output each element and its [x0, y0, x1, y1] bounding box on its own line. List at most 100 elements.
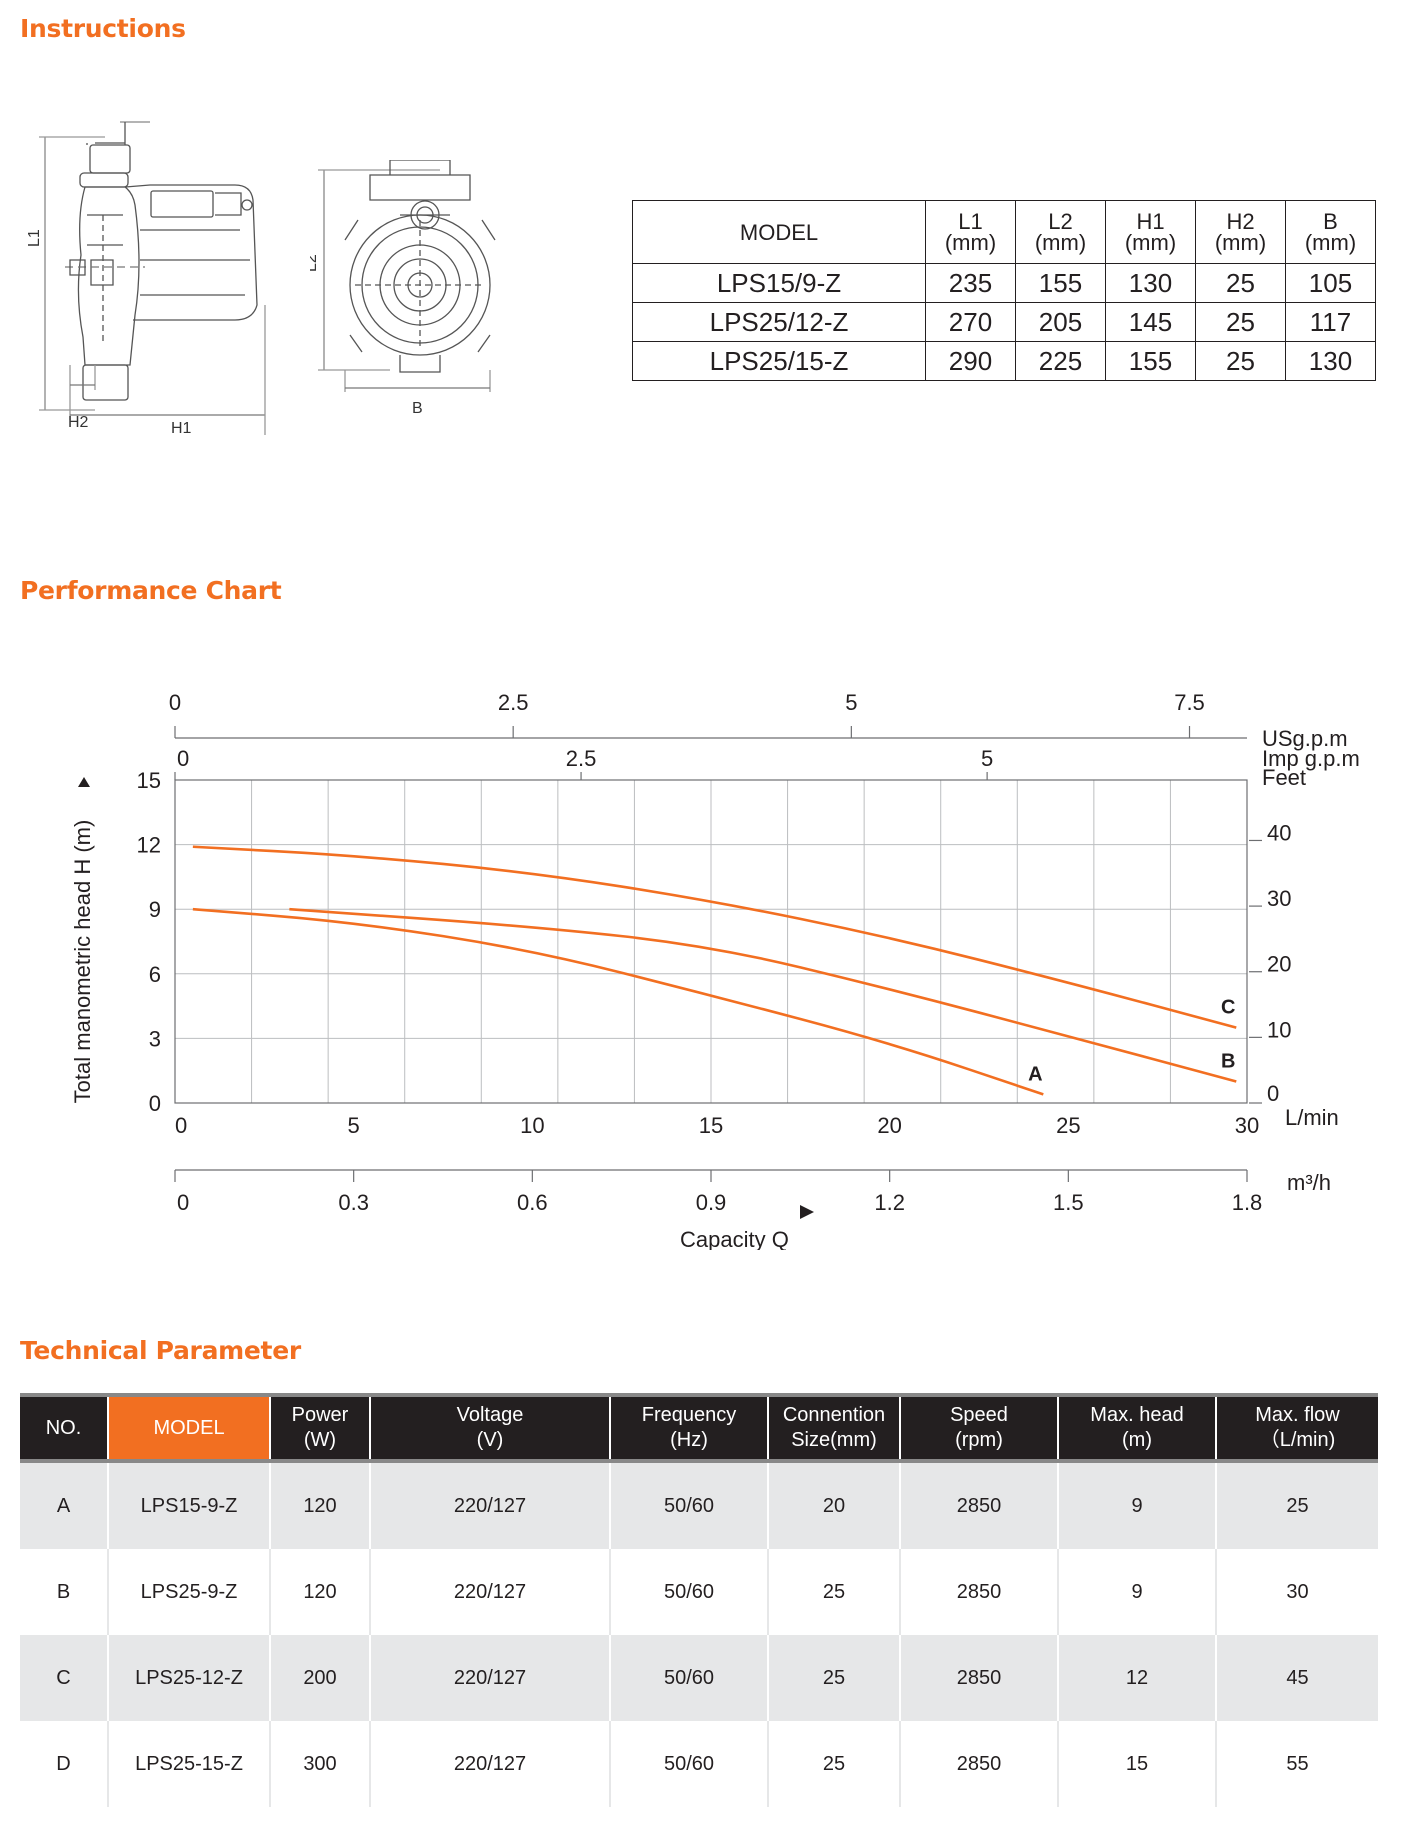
dim-h1: 155 [1105, 341, 1196, 381]
cell-voltage: 220/127 [369, 1549, 610, 1635]
cell-max-flow: 45 [1215, 1635, 1378, 1721]
usgpm-tick-label: 5 [845, 690, 857, 715]
dim-l2: 225 [1015, 341, 1106, 381]
cell-connection: 25 [767, 1549, 900, 1635]
m3h-unit-label: m³/h [1287, 1170, 1331, 1195]
dim-header-h1: H1 (mm) [1105, 200, 1196, 264]
technical-title: Technical Parameter [20, 1336, 301, 1365]
dim-header-l2: L2 (mm) [1015, 200, 1106, 264]
y-tick-label: 15 [137, 768, 161, 793]
cell-max-head: 9 [1057, 1461, 1216, 1549]
m3h-tick-label: 0.6 [517, 1190, 548, 1215]
dim-h1: 130 [1105, 263, 1196, 303]
dim-header-model: MODEL [632, 200, 926, 264]
dim-h1: 145 [1105, 302, 1196, 342]
table-row: A LPS15-9-Z 120 220/127 50/60 20 2850 9 … [20, 1461, 1378, 1549]
cell-frequency: 50/60 [609, 1635, 768, 1721]
impgpm-tick-label: 5 [981, 746, 993, 771]
tech-header-model: MODEL [107, 1395, 270, 1461]
feet-tick-label: 0 [1267, 1081, 1279, 1106]
cell-model: LPS25-9-Z [107, 1549, 270, 1635]
x-tick-label: 0 [175, 1113, 187, 1138]
curve-a [192, 907, 1044, 1096]
cell-max-head: 9 [1057, 1549, 1216, 1635]
dim-b: 105 [1285, 263, 1376, 303]
impgpm-tick-label: 2.5 [566, 746, 597, 771]
cell-voltage: 220/127 [369, 1461, 610, 1549]
x-tick-label: 20 [877, 1113, 901, 1138]
curve-b [289, 907, 1237, 1083]
feet-tick-label: 40 [1267, 820, 1291, 845]
instructions-title: Instructions [20, 14, 186, 43]
tech-header-voltage: Voltage (V) [369, 1395, 610, 1461]
y-tick-label: 9 [149, 897, 161, 922]
dimension-table-header: MODEL L1 (mm) L2 (mm) H1 (mm) H2 (mm) B (mm) [632, 200, 1376, 264]
cell-max-flow: 30 [1215, 1549, 1378, 1635]
cell-power: 120 [269, 1549, 370, 1635]
cell-max-flow: 25 [1215, 1461, 1378, 1549]
cell-connection: 25 [767, 1635, 900, 1721]
b-label: B [412, 400, 423, 417]
m3h-tick-label: 0 [177, 1190, 189, 1215]
m3h-tick-label: 0.3 [338, 1190, 369, 1215]
l2-label: L2 [310, 254, 320, 272]
dim-header-b: B (mm) [1285, 200, 1376, 264]
dim-table-row: LPS25/12-Z 270 205 145 25 117 [632, 302, 1376, 342]
dim-header-l1: L1 (mm) [925, 200, 1016, 264]
pump-front-drawing: L2 B [310, 160, 496, 417]
dim-header-h2: H2 (mm) [1195, 200, 1286, 264]
cell-speed: 2850 [899, 1721, 1058, 1807]
x-tick-label: 25 [1056, 1113, 1080, 1138]
tech-table-header: NO. MODEL Power (W) Voltage (V) Frequency(… [20, 1395, 1378, 1461]
dim-l2: 155 [1015, 263, 1106, 303]
cell-speed: 2850 [899, 1635, 1058, 1721]
usgpm-unit-label: USg.p.m [1262, 726, 1348, 751]
x-tick-label: 30 [1235, 1113, 1259, 1138]
y-tick-label: 12 [137, 833, 161, 858]
cell-speed: 2850 [899, 1549, 1058, 1635]
m3h-tick-label: 1.8 [1232, 1190, 1263, 1215]
cell-no: D [20, 1721, 108, 1807]
dim-model: LPS25/15-Z [632, 341, 926, 381]
cell-power: 200 [269, 1635, 370, 1721]
x-tick-label: 5 [348, 1113, 360, 1138]
y-tick-label: 0 [149, 1091, 161, 1116]
cell-connection: 20 [767, 1461, 900, 1549]
x-axis-label: Capacity Q [680, 1227, 789, 1250]
curve-c [192, 845, 1237, 1029]
table-row: B LPS25-9-Z 120 220/127 50/60 25 2850 9 … [20, 1549, 1378, 1635]
tech-header-max-head: Max. head (m) [1057, 1395, 1216, 1461]
y-axis-arrow [78, 777, 90, 787]
m3h-tick-label: 1.2 [874, 1190, 905, 1215]
dim-model: LPS15/9-Z [632, 263, 926, 303]
dim-h2: 25 [1195, 302, 1286, 342]
dimension-table: MODEL L1 (mm) L2 (mm) H1 (mm) H2 (mm) B (mm) … [632, 200, 1376, 381]
cell-no: B [20, 1549, 108, 1635]
cell-voltage: 220/127 [369, 1721, 610, 1807]
dim-h2: 25 [1195, 341, 1286, 381]
tech-header-connection: Connention Size(mm) [767, 1395, 900, 1461]
dim-l1: 270 [925, 302, 1016, 342]
cell-max-head: 12 [1057, 1635, 1216, 1721]
l1-label: L1 [26, 229, 43, 247]
tech-header-speed: Speed (rpm) [899, 1395, 1058, 1461]
y-tick-label: 3 [149, 1026, 161, 1051]
cell-model: LPS25-12-Z [107, 1635, 270, 1721]
tech-header-no: NO. [20, 1395, 108, 1461]
cell-power: 300 [269, 1721, 370, 1807]
usgpm-tick-label: 0 [169, 690, 181, 715]
m3h-tick-label: 0.9 [696, 1190, 727, 1215]
dim-model: LPS25/12-Z [632, 302, 926, 342]
dim-table-row: LPS25/15-Z 290 225 155 25 130 [632, 341, 1376, 381]
h2-label: H2 [68, 414, 89, 431]
dim-l1: 235 [925, 263, 1016, 303]
feet-unit-label: Feet [1262, 765, 1306, 790]
cell-no: C [20, 1635, 108, 1721]
feet-tick-label: 20 [1267, 952, 1291, 977]
curve-label-c: C [1221, 997, 1235, 1019]
dim-l1: 290 [925, 341, 1016, 381]
cell-frequency: 50/60 [609, 1549, 768, 1635]
dim-l2: 205 [1015, 302, 1106, 342]
cell-max-head: 15 [1057, 1721, 1216, 1807]
cell-power: 120 [269, 1461, 370, 1549]
